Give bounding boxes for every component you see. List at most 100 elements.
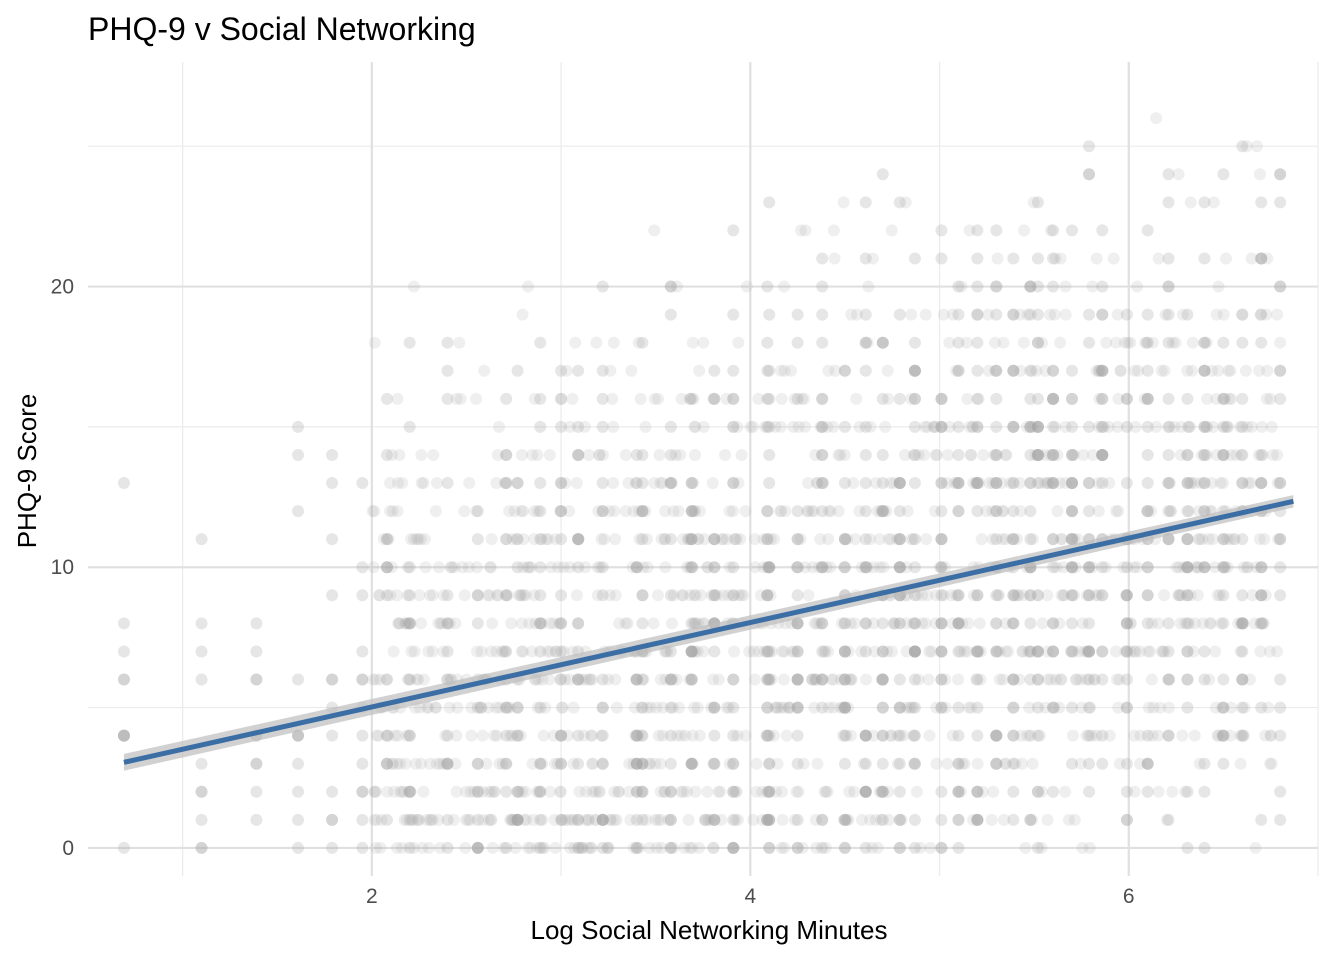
scatter-point <box>705 589 718 602</box>
scatter-point <box>1083 589 1096 602</box>
scatter-point <box>596 477 609 490</box>
scatter-point <box>752 392 765 405</box>
scatter-point <box>763 561 776 574</box>
scatter-point <box>838 673 851 686</box>
scatter-point <box>1255 308 1268 321</box>
scatter-point <box>990 729 1003 742</box>
scatter-point <box>1007 785 1020 798</box>
scatter-point <box>1193 533 1206 546</box>
scatter-point <box>1141 589 1154 602</box>
y-tick-label: 0 <box>62 837 74 860</box>
scatter-point <box>636 505 649 518</box>
scatter-point <box>780 729 793 742</box>
scatter-point <box>664 729 677 742</box>
scatter-point <box>1007 757 1020 770</box>
scatter-point <box>776 645 789 658</box>
scatter-point <box>1058 589 1071 602</box>
scatter-point <box>534 785 547 798</box>
scatter-point <box>822 505 835 518</box>
scatter-point <box>1274 533 1287 546</box>
scatter-point <box>380 813 393 826</box>
scatter-point <box>935 533 948 546</box>
scatter-point <box>460 785 473 798</box>
scatter-point <box>937 308 950 321</box>
scatter-point <box>937 589 950 602</box>
scatter-point <box>791 617 804 630</box>
scatter-point <box>763 757 776 770</box>
scatter-point <box>596 757 609 770</box>
scatter-point <box>1055 589 1068 602</box>
scatter-point <box>952 813 965 826</box>
scatter-point <box>763 561 776 574</box>
scatter-point <box>517 533 530 546</box>
scatter-point <box>1224 729 1237 742</box>
scatter-point <box>444 561 457 574</box>
scatter-point <box>1159 308 1172 321</box>
scatter-point <box>838 757 851 770</box>
scatter-point <box>1236 617 1249 630</box>
scatter-point <box>1068 448 1081 461</box>
scatter-point <box>356 785 369 798</box>
scatter-point <box>1024 645 1037 658</box>
scatter-point <box>1274 729 1287 742</box>
scatter-point <box>761 505 774 518</box>
scatter-point <box>1173 589 1186 602</box>
scatter-point <box>1162 477 1175 490</box>
scatter-point <box>464 813 477 826</box>
scatter-point <box>990 757 1003 770</box>
scatter-point <box>117 673 130 686</box>
scatter-point <box>1083 477 1096 490</box>
scatter-point <box>380 673 393 686</box>
scatter-point <box>1082 645 1095 658</box>
scatter-point <box>952 617 965 630</box>
scatter-point <box>838 645 851 658</box>
scatter-point <box>990 477 1003 490</box>
scatter-point <box>727 561 740 574</box>
scatter-point <box>534 701 547 714</box>
scatter-point <box>1096 673 1109 686</box>
x-tick-label: 4 <box>744 885 756 908</box>
scatter-point <box>403 813 416 826</box>
scatter-point <box>1162 505 1175 518</box>
scatter-point <box>1255 589 1268 602</box>
scatter-point <box>893 701 906 714</box>
scatter-point <box>689 420 702 433</box>
scatter-point <box>1093 364 1106 377</box>
scatter-point <box>990 448 1003 461</box>
scatter-point <box>922 673 935 686</box>
scatter-point <box>991 645 1004 658</box>
scatter-point <box>415 757 428 770</box>
scatter-point <box>1077 448 1090 461</box>
scatter-point <box>675 392 688 405</box>
scatter-point <box>1200 336 1213 349</box>
scatter-point <box>1088 673 1101 686</box>
scatter-point <box>491 589 504 602</box>
scatter-point <box>511 477 524 490</box>
scatter-point <box>559 813 572 826</box>
scatter-point <box>1245 477 1258 490</box>
scatter-point <box>1236 420 1249 433</box>
scatter-point <box>694 589 707 602</box>
scatter-point <box>1024 477 1037 490</box>
scatter-point <box>893 841 906 854</box>
scatter-point <box>664 589 677 602</box>
scatter-point <box>1016 645 1029 658</box>
scatter-point <box>816 308 829 321</box>
scatter-point <box>572 533 585 546</box>
scatter-point <box>493 757 506 770</box>
scatter-point <box>1088 673 1101 686</box>
scatter-point <box>935 252 948 265</box>
scatter-point <box>977 448 990 461</box>
scatter-point <box>388 729 401 742</box>
scatter-point <box>1006 617 1019 630</box>
scatter-point <box>471 841 484 854</box>
scatter-point <box>838 617 851 630</box>
scatter-point <box>685 757 698 770</box>
scatter-point <box>761 280 774 293</box>
scatter-point <box>819 785 832 798</box>
scatter-point <box>1186 336 1199 349</box>
scatter-point <box>1047 392 1060 405</box>
scatter-point <box>971 645 984 658</box>
scatter-point <box>1261 252 1274 265</box>
scatter-point <box>727 673 740 686</box>
